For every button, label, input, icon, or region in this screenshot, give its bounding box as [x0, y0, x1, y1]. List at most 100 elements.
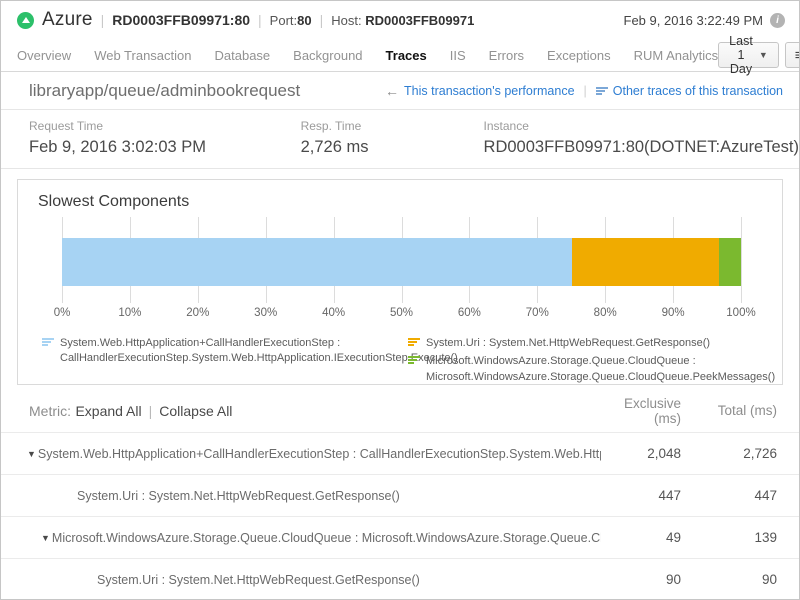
column-header-total: Total (ms)	[681, 403, 799, 418]
app-window: Azure | RD0003FFB09971:80 | Port:80 | Ho…	[0, 0, 800, 600]
metric-name: System.Web.HttpApplication+CallHandlerEx…	[38, 447, 601, 461]
table-row[interactable]: System.Uri : System.Net.HttpWebRequest.G…	[1, 474, 799, 516]
axis-tick-label: 60%	[458, 307, 481, 319]
trace-list-icon	[596, 86, 608, 96]
collapse-toggle-icon[interactable]: ▼	[41, 533, 50, 543]
trace-title-row: libraryapp/queue/adminbookrequest ← This…	[1, 72, 799, 110]
axis-tick-label: 40%	[322, 307, 345, 319]
total-ms-value: 447	[681, 488, 799, 503]
host-value: RD0003FFB09971	[365, 13, 474, 28]
total-ms-value: 139	[681, 530, 799, 545]
exclusive-ms-value: 90	[601, 572, 681, 587]
gridline	[741, 217, 742, 303]
legend-label: System.Uri : System.Net.HttpWebRequest.G…	[426, 336, 710, 351]
transaction-performance-link[interactable]: ← This transaction's performance	[385, 83, 575, 99]
metric-name: System.Uri : System.Net.HttpWebRequest.G…	[77, 489, 400, 503]
request-time-block: Request Time Feb 9, 2016 3:02:03 PM	[29, 119, 301, 168]
trace-summary: Request Time Feb 9, 2016 3:02:03 PM Resp…	[1, 110, 799, 169]
nav-tabs: Overview Web Transaction Database Backgr…	[17, 48, 718, 63]
column-header-exclusive: Exclusive (ms)	[601, 396, 681, 426]
arrow-up-icon	[22, 17, 30, 23]
other-traces-link-label: Other traces of this transaction	[613, 84, 783, 98]
tab-traces[interactable]: Traces	[386, 48, 427, 63]
metric-label: Metric:	[29, 403, 71, 419]
time-range-dropdown[interactable]: Last 1 Day ▼	[718, 42, 779, 68]
exclusive-ms-value: 49	[601, 530, 681, 545]
arrow-left-icon: ←	[385, 83, 399, 99]
collapse-all-button[interactable]: Collapse All	[159, 403, 232, 419]
menu-button[interactable]: ≡	[785, 42, 800, 68]
nav-bar: Overview Web Transaction Database Backgr…	[1, 39, 799, 72]
instance-label: Instance	[484, 119, 799, 133]
tab-database[interactable]: Database	[215, 48, 271, 63]
request-time-value: Feb 9, 2016 3:02:03 PM	[29, 138, 301, 157]
app-instance-id: RD0003FFB09971:80	[112, 12, 250, 28]
axis-tick-label: 10%	[118, 307, 141, 319]
chart-legend: System.Web.HttpApplication+CallHandlerEx…	[38, 336, 762, 388]
other-traces-link[interactable]: Other traces of this transaction	[596, 84, 783, 98]
legend-label: Microsoft.WindowsAzure.Storage.Queue.Clo…	[426, 354, 775, 385]
instance-block: Instance RD0003FFB09971:80(DOTNET:AzureT…	[484, 119, 799, 168]
tab-iis[interactable]: IIS	[450, 48, 466, 63]
exclusive-ms-value: 447	[601, 488, 681, 503]
hamburger-icon: ≡	[795, 48, 800, 63]
stacked-bar	[62, 238, 741, 286]
expand-all-button[interactable]: Expand All	[75, 403, 141, 419]
bar-segment[interactable]	[62, 238, 572, 286]
tab-background[interactable]: Background	[293, 48, 362, 63]
exclusive-ms-value: 2,048	[601, 446, 681, 461]
host-label: Host:	[331, 13, 365, 28]
chart-plot-area	[62, 217, 741, 303]
chart-axis-ticks: 0%10%20%30%40%50%60%70%80%90%100%	[62, 307, 741, 323]
chart-title: Slowest Components	[38, 193, 762, 211]
tab-errors[interactable]: Errors	[489, 48, 524, 63]
tab-web-transaction[interactable]: Web Transaction	[94, 48, 191, 63]
collapse-toggle-icon[interactable]: ▼	[27, 449, 36, 459]
legend-item-execute: System.Web.HttpApplication+CallHandlerEx…	[42, 336, 408, 367]
response-time-value: 2,726 ms	[301, 138, 484, 157]
legend-swatch-yellow-icon	[408, 338, 420, 351]
current-timestamp: Feb 9, 2016 3:22:49 PM	[624, 13, 763, 28]
port-label: Port:	[270, 13, 297, 28]
metric-cell: System.Uri : System.Net.HttpWebRequest.G…	[1, 489, 601, 503]
total-ms-value: 90	[681, 572, 799, 587]
port-info: Port:80	[270, 13, 312, 28]
metrics-table-body: ▼System.Web.HttpApplication+CallHandlerE…	[1, 432, 799, 600]
bar-segment[interactable]	[719, 238, 741, 286]
tab-exceptions[interactable]: Exceptions	[547, 48, 611, 63]
axis-tick-label: 30%	[254, 307, 277, 319]
table-row[interactable]: ▼Microsoft.WindowsAzure.Storage.Queue.Cl…	[1, 516, 799, 558]
metric-cell: ▼Microsoft.WindowsAzure.Storage.Queue.Cl…	[1, 531, 601, 545]
axis-tick-label: 70%	[526, 307, 549, 319]
metric-name: Microsoft.WindowsAzure.Storage.Queue.Clo…	[52, 531, 601, 545]
legend-label: System.Web.HttpApplication+CallHandlerEx…	[60, 336, 458, 367]
app-health-icon	[17, 12, 34, 29]
header-separator: |	[101, 12, 105, 28]
legend-item-peekmessages: Microsoft.WindowsAzure.Storage.Queue.Clo…	[408, 354, 775, 385]
response-time-label: Resp. Time	[301, 119, 484, 133]
slowest-components-panel: Slowest Components 0%10%20%30%40%50%60%7…	[17, 179, 783, 385]
legend-item-getresponse: System.Uri : System.Net.HttpWebRequest.G…	[408, 336, 775, 351]
instance-value: RD0003FFB09971:80(DOTNET:AzureTest)	[484, 138, 799, 157]
tab-rum-analytics[interactable]: RUM Analytics	[634, 48, 719, 63]
table-row[interactable]: System.Uri : System.Net.HttpWebRequest.G…	[1, 558, 799, 600]
header-link-separator: |	[149, 403, 153, 419]
performance-link-label: This transaction's performance	[404, 84, 575, 98]
chevron-down-icon: ▼	[759, 50, 768, 60]
bar-segment[interactable]	[572, 238, 719, 286]
header-separator: |	[320, 12, 324, 28]
axis-tick-label: 90%	[662, 307, 685, 319]
info-icon[interactable]: i	[770, 13, 785, 28]
host-info: Host: RD0003FFB09971	[331, 13, 474, 28]
app-name: Azure	[42, 9, 93, 31]
table-row[interactable]: ▼System.Web.HttpApplication+CallHandlerE…	[1, 432, 799, 474]
header-separator: |	[258, 12, 262, 28]
port-value: 80	[297, 13, 311, 28]
legend-swatch-green-icon	[408, 356, 420, 385]
metrics-table-header: Metric: Expand All | Collapse All Exclus…	[1, 385, 799, 432]
link-separator: |	[584, 84, 587, 98]
tab-overview[interactable]: Overview	[17, 48, 71, 63]
response-time-block: Resp. Time 2,726 ms	[301, 119, 484, 168]
metric-name: System.Uri : System.Net.HttpWebRequest.G…	[97, 573, 420, 587]
axis-tick-label: 80%	[594, 307, 617, 319]
